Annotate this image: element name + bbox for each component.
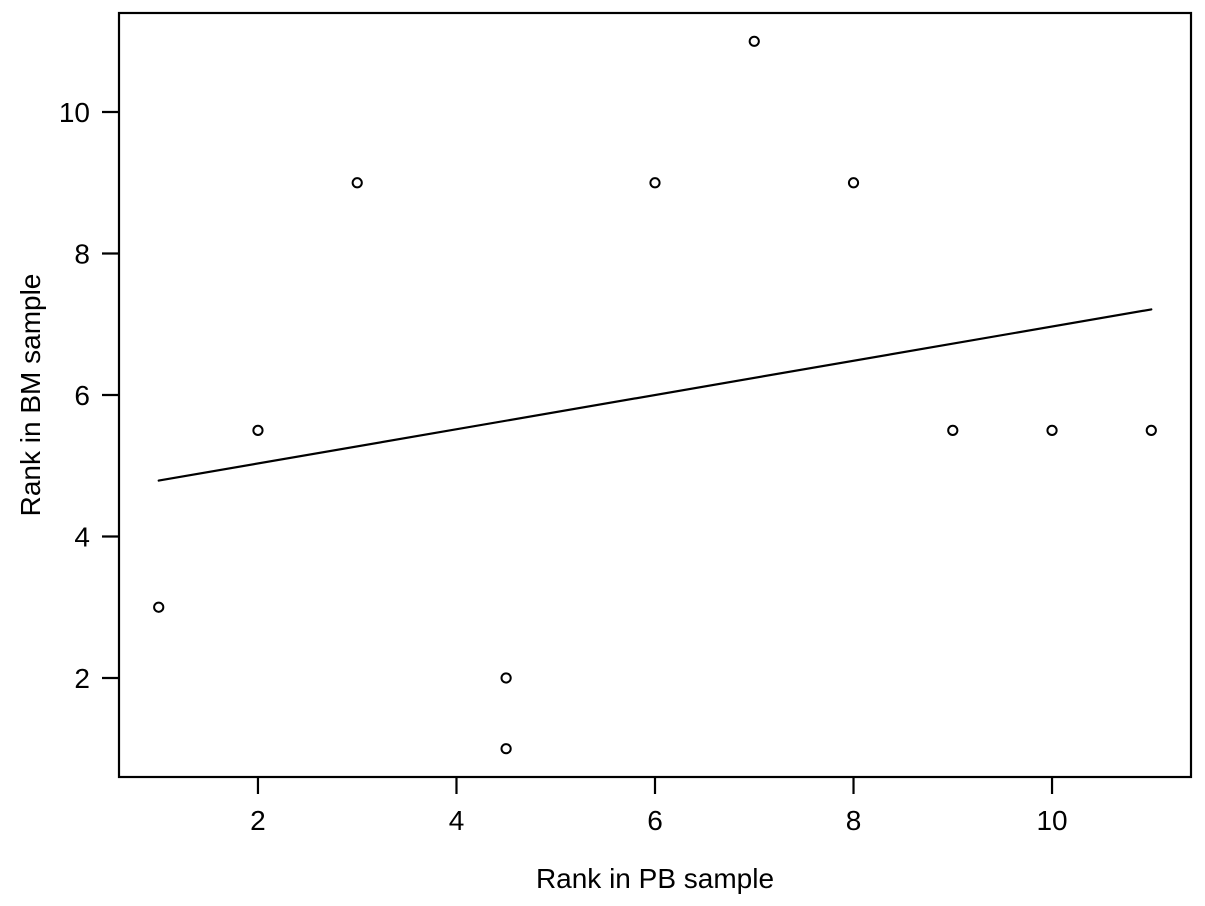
- data-point: [1046, 424, 1058, 436]
- x-tick-label: 4: [449, 805, 465, 836]
- y-tick-label: 4: [74, 521, 90, 552]
- x-tick-label: 10: [1036, 805, 1067, 836]
- data-point: [153, 601, 165, 613]
- x-axis-ticks: [256, 777, 1054, 794]
- data-point: [649, 177, 661, 189]
- x-axis-label: Rank in PB sample: [536, 863, 774, 894]
- data-point: [351, 177, 363, 189]
- data-points: [153, 35, 1157, 755]
- y-axis-tick-labels: 2 4 6 8 10: [59, 97, 90, 694]
- x-tick-label: 6: [647, 805, 663, 836]
- data-point: [847, 177, 860, 189]
- x-axis-tick-labels: 2 4 6 8 10: [250, 805, 1067, 836]
- data-point: [1145, 424, 1157, 436]
- y-tick-label: 6: [74, 380, 90, 411]
- x-tick-label: 8: [846, 805, 862, 836]
- data-point: [500, 672, 512, 684]
- regression-line: [157, 308, 1153, 482]
- data-point: [947, 424, 959, 436]
- y-axis-ticks: [102, 110, 119, 680]
- y-tick-label: 2: [74, 663, 90, 694]
- y-tick-label: 8: [74, 239, 90, 270]
- data-point: [748, 35, 760, 47]
- x-tick-label: 2: [250, 805, 266, 836]
- data-point: [252, 424, 264, 436]
- y-axis-label: Rank in BM sample: [15, 274, 46, 517]
- data-point: [500, 743, 512, 755]
- y-tick-label: 10: [59, 97, 90, 128]
